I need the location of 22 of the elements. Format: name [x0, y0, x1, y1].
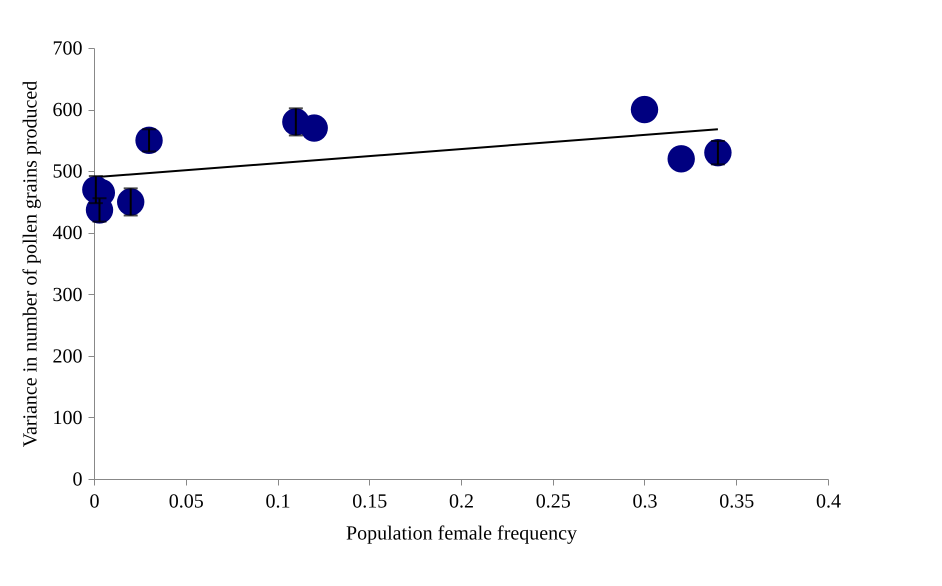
- y-tick-label: 200: [52, 345, 82, 368]
- x-tick-label: 0.2: [449, 490, 474, 512]
- point: [630, 96, 658, 124]
- y-tick-label: 100: [52, 406, 82, 429]
- x-tick-label: 0: [90, 490, 100, 512]
- x-tick-label: 0.4: [816, 490, 841, 512]
- y-tick-label: 0: [72, 468, 82, 490]
- x-tick-label: 0.25: [536, 490, 571, 512]
- point: [300, 114, 328, 142]
- x-tick-label: 0.05: [168, 490, 204, 512]
- x-tick-label: 0.3: [632, 490, 658, 512]
- y-tick-label: 400: [52, 222, 82, 244]
- x-tick-label: 0.15: [352, 490, 388, 512]
- x-tick-label: 0.35: [719, 490, 754, 512]
- x-tick-label: 0.1: [266, 490, 290, 512]
- x-axis-title: Population female frequency: [346, 522, 578, 544]
- y-axis-title: Variance in number of pollen grains produced: [20, 80, 42, 448]
- y-tick-label: 300: [52, 284, 82, 306]
- y-tick-label: 600: [52, 99, 82, 122]
- y-tick-label: 500: [52, 160, 82, 183]
- point: [668, 145, 695, 172]
- y-tick-label: 700: [52, 38, 82, 60]
